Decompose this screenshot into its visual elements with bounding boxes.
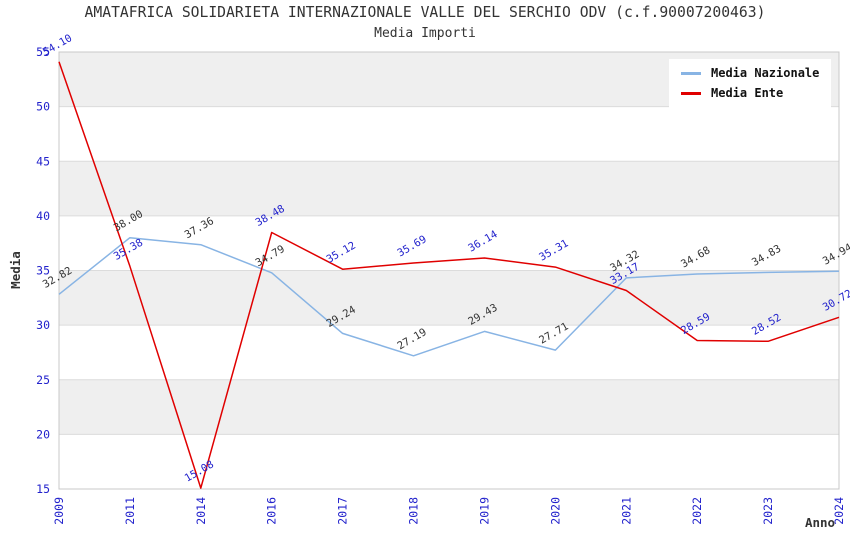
y-tick-label: 20 [36,427,50,441]
series-line-media-ente [58,61,840,489]
x-tick-label: 2021 [619,497,633,525]
x-tick-label: 2011 [123,497,137,525]
x-tick-label: 2016 [265,497,279,525]
data-label: 37.36 [183,215,216,241]
legend-label-media-nazionale: Media Nazionale [711,66,820,80]
data-label: 27.19 [395,326,428,352]
data-label: 35.31 [537,237,570,263]
x-tick-label: 2023 [761,497,775,525]
x-tick-label: 2024 [832,497,846,525]
x-tick-label: 2014 [194,497,208,525]
y-tick-label: 30 [36,318,50,332]
data-label: 34.68 [679,244,712,270]
x-tick-label: 2022 [690,497,704,525]
y-tick-label: 25 [36,373,50,387]
y-tick-label: 50 [36,100,50,114]
x-tick-label: 2018 [407,497,421,525]
plot-band [59,379,839,435]
data-label: 34.79 [254,243,287,269]
y-tick-label: 35 [36,264,50,278]
line-swatch-ente [681,91,701,95]
series-line-media-nazionale [58,236,840,357]
plot-border [58,51,840,490]
data-label: 35.69 [395,233,428,259]
data-label: 35.12 [324,239,357,265]
chart-subtitle: Media Importi [374,26,476,41]
y-axis-title: Media [8,251,23,289]
x-tick-label: 2020 [548,497,562,525]
data-label: 15.08 [183,458,216,484]
legend-item-media-ente[interactable]: Media Ente [681,86,819,100]
data-label: 35.38 [112,237,145,263]
data-label: 34.94 [821,241,850,267]
y-tick-label: 15 [36,482,50,496]
plot-band [59,270,839,326]
x-tick-label: 2009 [52,497,66,525]
y-tick-label: 45 [36,154,50,168]
x-tick-label: 2019 [477,497,491,525]
data-label: 34.83 [750,243,783,269]
plot-band [59,161,839,216]
data-label: 36.14 [466,228,499,254]
y-tick-label: 40 [36,209,50,223]
y-tick-label: 55 [36,45,50,59]
legend-item-media-nazionale[interactable]: Media Nazionale [681,66,819,80]
legend: Media Nazionale Media Ente [669,59,832,108]
chart-title: AMATAFRICA SOLIDARIETA INTERNAZIONALE VA… [84,4,766,21]
x-axis-title: Anno [805,515,835,530]
x-tick-label: 2017 [336,497,350,525]
line-swatch-nazionale [681,71,701,75]
legend-label-media-ente: Media Ente [711,86,784,100]
